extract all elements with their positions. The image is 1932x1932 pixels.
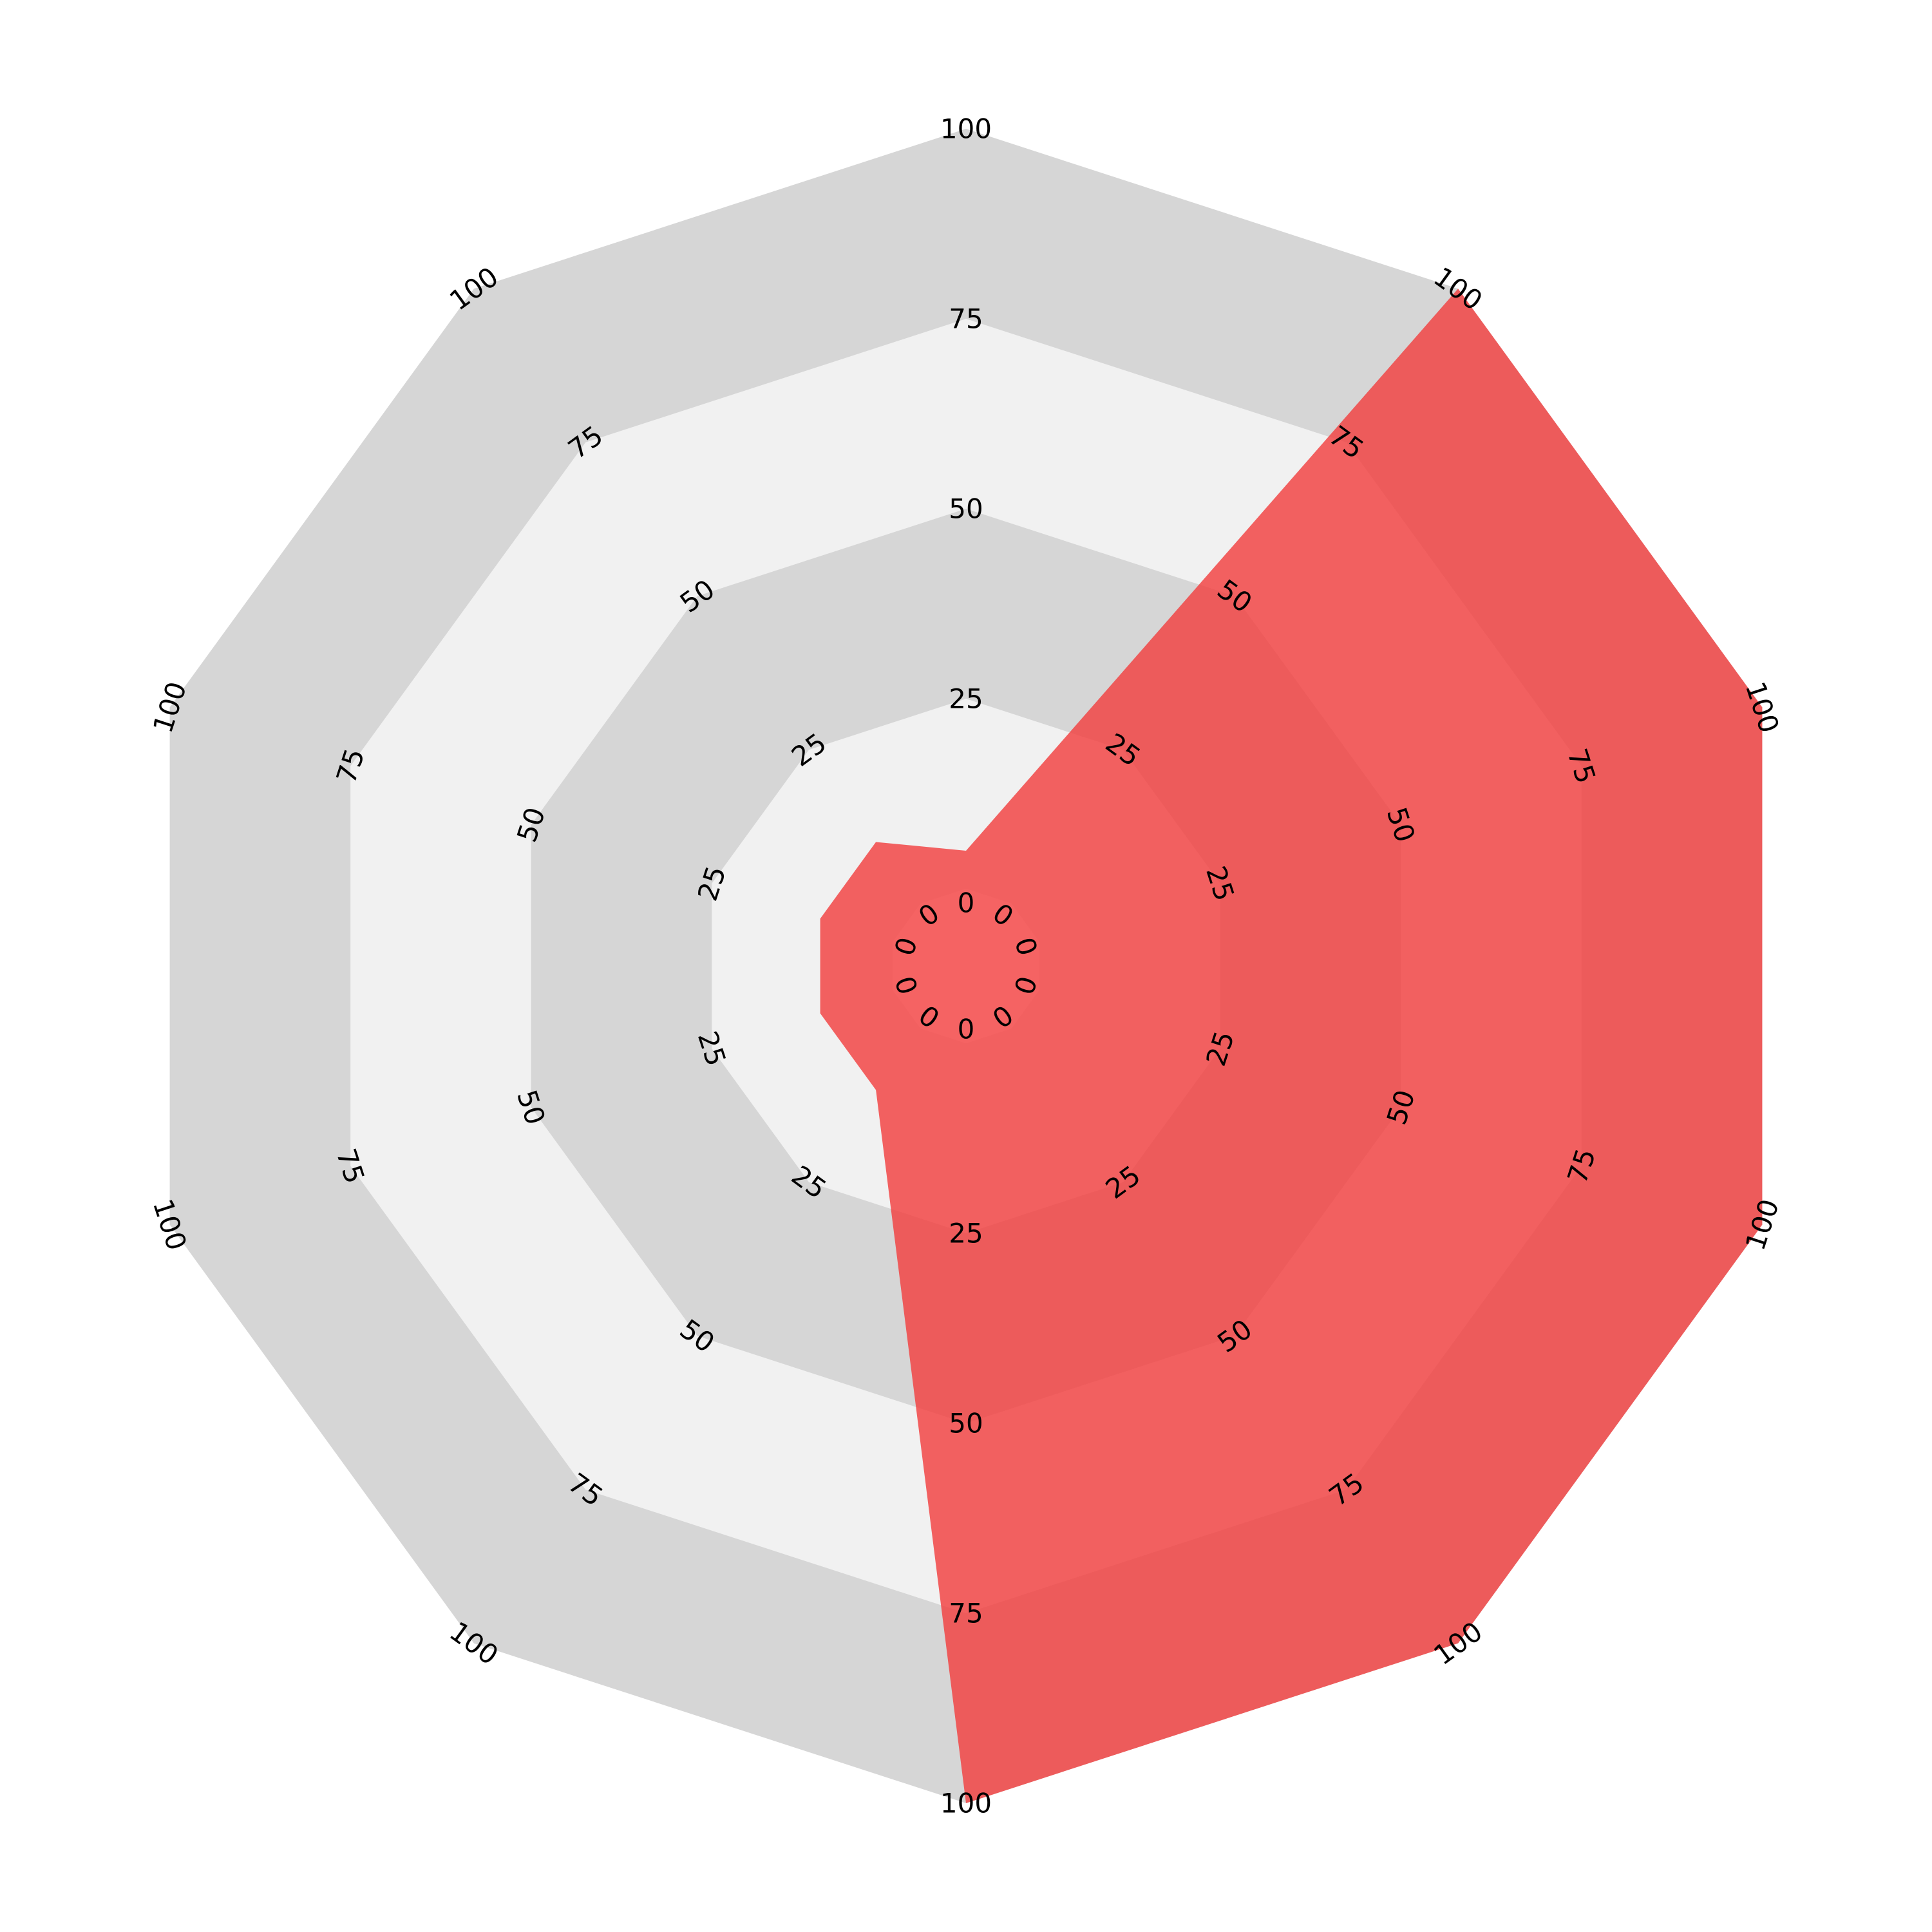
tick-label-25-axis-0: 25	[949, 683, 983, 715]
tick-label-100-axis-0: 100	[940, 113, 992, 145]
radar-series	[820, 289, 1763, 1803]
tick-label-100-axis-5: 100	[940, 1788, 992, 1819]
tick-label-75-axis-5: 75	[949, 1598, 983, 1629]
tick-label-0-axis-5: 0	[958, 1014, 975, 1045]
tick-label-50-axis-5: 50	[949, 1408, 983, 1439]
tick-label-75-axis-0: 75	[949, 303, 983, 335]
tick-label-50-axis-0: 50	[949, 493, 983, 525]
tick-label-0-axis-0: 0	[958, 887, 975, 919]
series-area-0	[820, 289, 1763, 1803]
tick-label-25-axis-5: 25	[949, 1218, 983, 1249]
